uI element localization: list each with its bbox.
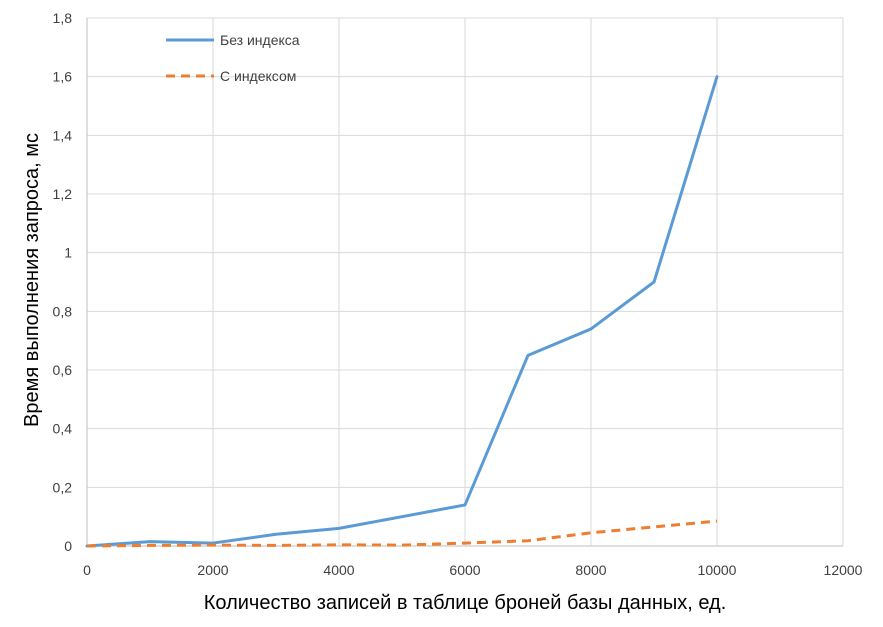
legend-label-1: Без индекса xyxy=(220,32,300,48)
x-tick-label: 2000 xyxy=(197,562,228,578)
y-tick-labels: 0 0,2 0,4 0,6 0,8 1 1,2 1,4 1,6 1,8 xyxy=(53,10,73,554)
x-tick-label: 4000 xyxy=(323,562,354,578)
y-tick-label: 1,6 xyxy=(53,69,73,85)
y-tick-label: 1,8 xyxy=(53,10,73,26)
x-tick-label: 0 xyxy=(83,562,91,578)
series-line-1 xyxy=(85,75,719,548)
legend: Без индекса С индексом xyxy=(166,32,300,84)
grid-lines xyxy=(87,17,844,546)
x-tick-label: 10000 xyxy=(698,562,737,578)
y-tick-label: 1,4 xyxy=(53,127,73,143)
y-tick-label: 0,2 xyxy=(53,479,73,495)
y-tick-label: 0,8 xyxy=(53,303,73,319)
y-tick-label: 1 xyxy=(64,245,72,261)
x-tick-labels: 0 2000 4000 6000 8000 10000 12000 xyxy=(83,562,863,578)
y-tick-label: 0,6 xyxy=(53,362,73,378)
x-tick-label: 12000 xyxy=(824,562,863,578)
y-tick-label: 0 xyxy=(64,538,72,554)
y-tick-label: 1,2 xyxy=(53,186,73,202)
x-axis-title: Количество записей в таблице броней базы… xyxy=(204,592,727,614)
series-line-2 xyxy=(86,519,718,548)
y-axis-title: Время выполнения запроса, мс xyxy=(21,133,43,427)
series-lines xyxy=(85,75,719,548)
x-tick-label: 8000 xyxy=(575,562,606,578)
legend-label-2: С индексом xyxy=(220,68,296,84)
y-tick-label: 0,4 xyxy=(53,421,73,437)
x-tick-label: 6000 xyxy=(449,562,480,578)
